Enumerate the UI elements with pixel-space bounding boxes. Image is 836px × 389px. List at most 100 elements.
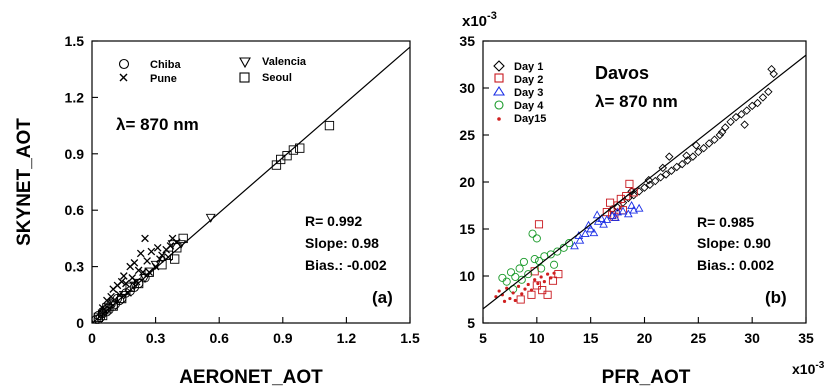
panel-b-series-0-point-32 [740, 120, 749, 129]
panel-b-x-tick-label-5: 30 [744, 330, 760, 346]
panel-b-series-0-point-17 [699, 143, 708, 153]
panel-b-x-tick-label-3: 20 [637, 330, 653, 346]
panel-b-series-4-point-17 [546, 272, 550, 276]
panel-a-y-tick-label-0: 0 [76, 315, 84, 331]
panel-a-y-tick-label-3: 0.9 [65, 146, 85, 162]
panel-b-series-4-point-6 [511, 291, 515, 295]
panel-b-location-label: Davos [595, 63, 649, 83]
panel-a-x-tick-label-4: 1.2 [337, 330, 357, 346]
panel-a-frame [91, 40, 411, 324]
panel-b-series-1-point-14 [605, 198, 615, 207]
panel-a-stat-bias: Bias.: -0.002 [305, 257, 387, 273]
panel-b-series-3-point-7 [530, 255, 539, 264]
panel-b-series-0-point-31 [767, 64, 776, 74]
legend-day2-marker [494, 73, 504, 83]
panel-b-wavelength-label: λ= 870 nm [595, 92, 678, 111]
panel-b-series-0-point-28 [758, 93, 768, 102]
panel-a-series-3-point-17 [295, 143, 305, 153]
panel-b-series-1-point-0 [516, 295, 525, 304]
panel-a-x-tick-label-2: 0.6 [209, 330, 229, 346]
panel-b-series-3-point-14 [528, 229, 537, 238]
panel-b-series-3-point-15 [532, 234, 541, 243]
legend-chiba-label: Chiba [150, 59, 181, 71]
panel-a-series-3-point-11 [172, 243, 182, 253]
panel-a-wavelength-label: λ= 870 nm [116, 115, 199, 134]
panel-b-x-tick-label-4: 25 [691, 330, 707, 346]
panel-a-series-3-point-4 [117, 293, 127, 304]
panel-b-series-3-point-13 [565, 239, 574, 248]
panel-a-series-1-point-12 [136, 249, 145, 258]
panel-b-series-3-point-6 [524, 270, 533, 279]
panel-b-series-4-point-9 [520, 292, 524, 296]
panel-b-series-0-point-14 [683, 156, 692, 165]
panel-b-label: (b) [765, 288, 787, 307]
panel-b-series-0-point-25 [742, 106, 752, 115]
panel-b-series-4-point-15 [539, 275, 543, 279]
panel-b-y-tick-label-0: 5 [467, 315, 475, 331]
legend-day15-label: Day15 [514, 113, 546, 125]
panel-b-series-2-point-0 [570, 241, 579, 250]
panel-a-legend: Chiba Pune Valencia Seoul [118, 56, 307, 85]
panel-a-series-1-point-18 [153, 243, 162, 252]
panel-b-series-3-point-2 [506, 268, 516, 277]
panel-a-series-3-point-7 [144, 267, 154, 277]
panel-b-series-2-point-4 [589, 228, 599, 237]
panel-b-ticks: 5 10 15 20 25 30 35 5 10 15 20 25 30 35 [459, 33, 814, 346]
panel-a: 0 0.3 0.6 0.9 1.2 1.5 0 0.3 0.6 0.9 1.2 1.5 SKYNET_… [14, 33, 420, 388]
panel-a-series-1-point-10 [130, 259, 139, 267]
panel-b-series-0-point-8 [651, 176, 660, 186]
panel-a-series-3-point-12 [178, 233, 188, 244]
panel-b-x-scale-exponent: -3 [815, 360, 824, 371]
panel-a-series-1-point-6 [119, 272, 128, 280]
legend-chiba-marker [118, 58, 130, 70]
panel-b-series-0-point-34 [658, 163, 668, 173]
panel-a-fit-line [92, 46, 411, 324]
panel-b-series-0-point-19 [710, 135, 719, 144]
panel-a-series-1-point-14 [141, 234, 149, 243]
panel-a-series-3-point-2 [102, 303, 112, 313]
legend-valencia-label: Valencia [262, 56, 307, 68]
panel-b-series-0-point-20 [715, 130, 725, 140]
panel-b-series-1-point-3 [538, 286, 547, 295]
panel-b-series-1-point-13 [616, 194, 625, 203]
panel-b-series-4-point-18 [549, 276, 553, 280]
panel-b-series-2-point-3 [586, 224, 596, 233]
panel-b-series-2-point-14 [592, 210, 602, 219]
panel-b-x-tick-label-6: 35 [798, 330, 814, 346]
panel-b-y-scale-base: x10 [462, 13, 487, 30]
legend-day1-label: Day 1 [514, 61, 543, 73]
panel-b-series-4-point-10 [523, 287, 527, 291]
panel-b-series-0-point-7 [645, 180, 655, 190]
panel-b-series-4-point-11 [526, 282, 530, 287]
panel-b-x-tick-label-0: 5 [479, 330, 487, 346]
panel-b-stat-r: R= 0.985 [697, 214, 754, 230]
panel-b-series-0-point-33 [717, 127, 727, 137]
panel-b-series-0-point-36 [665, 152, 674, 161]
panel-a-y-tick-label-2: 0.6 [65, 202, 85, 218]
panel-b-series-3-point-1 [502, 277, 511, 286]
panel-b-legend: Day 1 Day 2 Day 3 Day 4 Day15 [493, 60, 546, 125]
panel-b-series-2-point-2 [580, 229, 590, 238]
panel-b-series-2-point-6 [597, 214, 606, 222]
panel-b-series-4-point-12 [529, 288, 534, 292]
panel-b-stat-slope: Slope: 0.90 [697, 235, 771, 251]
legend-day4-label: Day 4 [514, 100, 544, 112]
panel-b-y-tick-label-4: 25 [459, 127, 475, 143]
panel-a-x-tick-label-5: 1.5 [400, 330, 420, 346]
legend-seoul-label: Seoul [262, 72, 292, 84]
panel-b-series-0-point-9 [656, 173, 665, 182]
legend-day3-marker [493, 85, 505, 96]
panel-b-series-2-point-8 [607, 211, 617, 220]
panel-b-series-0-point-12 [672, 162, 682, 172]
panel-a-stat-slope: Slope: 0.98 [305, 235, 379, 251]
legend-pune-marker [119, 73, 128, 82]
panel-b-series-0-point-6 [640, 183, 649, 192]
panel-a-series-1-point-11 [134, 266, 143, 275]
panel-b-series-0-point-18 [704, 139, 714, 148]
panel-b-series-1-point-4 [543, 290, 552, 299]
panel-a-series-2-point-7 [167, 240, 178, 250]
panel-b-series-1-point-6 [534, 220, 544, 229]
panel-b-x-tick-label-2: 15 [583, 330, 599, 346]
legend-day4-marker [494, 100, 504, 110]
